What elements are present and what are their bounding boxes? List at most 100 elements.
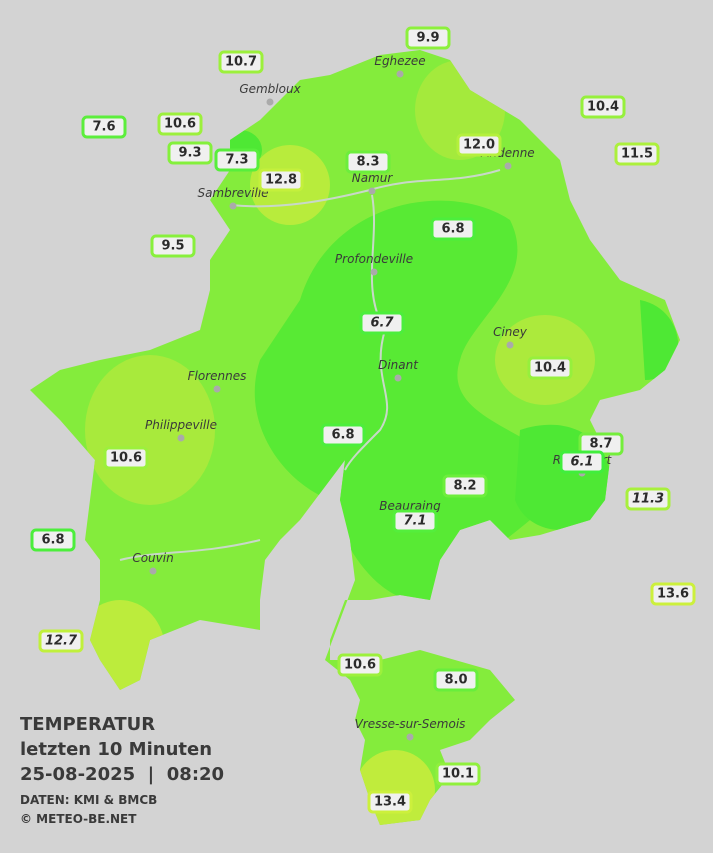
station-badge (157, 112, 203, 136)
station-value: 8.0 (444, 673, 467, 688)
legend-copyright: © METEO-BE.NET (20, 812, 137, 826)
station-value: 7.1 (403, 514, 426, 529)
station: 9.3 (167, 141, 213, 165)
station: 7.6 (81, 115, 127, 139)
station-value: 6.8 (441, 222, 464, 237)
station: 11.3 (625, 487, 671, 511)
station-badge (337, 653, 383, 677)
station-value: 6.7 (370, 316, 394, 331)
legend-title: TEMPERATUR (20, 714, 155, 735)
station-badge (405, 26, 451, 50)
station: 10.1 (435, 762, 481, 786)
station-value: 7.3 (225, 153, 248, 168)
place-dot (406, 733, 414, 741)
station-value: 12.8 (265, 173, 297, 188)
place-dot (396, 70, 404, 78)
station-value: 6.8 (41, 533, 64, 548)
station-badge (625, 487, 671, 511)
station-value: 7.6 (92, 120, 115, 135)
station-badge (103, 446, 149, 470)
station-badge (392, 509, 438, 533)
place-dot (394, 374, 402, 382)
station-badge (433, 668, 479, 692)
station-badge (614, 142, 660, 166)
station: 6.1 (559, 450, 605, 474)
station-badge (167, 141, 213, 165)
station: 8.0 (433, 668, 479, 692)
station: 6.7 (359, 311, 405, 335)
station-value: 13.4 (374, 795, 406, 810)
station-value: 10.1 (442, 767, 474, 782)
station-value: 10.6 (164, 117, 196, 132)
place-dot (149, 567, 157, 575)
station: 10.4 (580, 95, 626, 119)
place-dot (506, 341, 514, 349)
station: 10.6 (337, 653, 383, 677)
legend-source: DATEN: KMI & BMCB (20, 793, 157, 807)
station: 8.2 (442, 474, 488, 498)
station-badge (81, 115, 127, 139)
legend-period: letzten 10 Minuten (20, 739, 212, 760)
station-badge (218, 50, 264, 74)
station: 10.7 (218, 50, 264, 74)
station-value: 10.7 (225, 55, 257, 70)
place-label: Florennes (188, 369, 247, 383)
station-badge (258, 168, 304, 192)
station-badge (435, 762, 481, 786)
place-label: Profondeville (335, 252, 413, 266)
station: 10.6 (103, 446, 149, 470)
station-value: 11.3 (632, 492, 664, 507)
station-badge (359, 311, 405, 335)
station-value: 10.4 (587, 100, 619, 115)
station-value: 8.3 (356, 155, 379, 170)
station-value: 9.3 (178, 146, 201, 161)
station-value: 9.9 (416, 31, 439, 46)
place-label: Gembloux (239, 82, 301, 96)
station-value: 11.5 (621, 147, 653, 162)
place-label: Philippeville (145, 418, 217, 432)
station: 6.8 (30, 528, 76, 552)
station-value: 9.5 (161, 239, 184, 254)
place-label: Ciney (493, 325, 528, 339)
station: 8.3 (345, 150, 391, 174)
station-badge (456, 133, 502, 157)
station: 12.8 (258, 168, 304, 192)
station-badge (320, 423, 366, 447)
station-value: 6.8 (331, 428, 354, 443)
station: 13.6 (650, 582, 696, 606)
station: 6.8 (430, 217, 476, 241)
station-value: 12.0 (463, 138, 495, 153)
station-value: 10.4 (534, 361, 566, 376)
station-badge (30, 528, 76, 552)
stations: 10.7 9.9 10.4 7.6 10.6 9.3 7.3 12.8 8.3 12.0 11.5 9… (30, 26, 696, 814)
place-dot (213, 385, 221, 393)
station-value: 13.6 (657, 587, 689, 602)
place-dot (177, 434, 185, 442)
station-badge (442, 474, 488, 498)
station-badge (430, 217, 476, 241)
station-value: 10.6 (110, 451, 142, 466)
place-label: Couvin (132, 551, 173, 565)
legend-datetime: 25-08-2025 | 08:20 (20, 764, 224, 785)
station-badge (367, 790, 413, 814)
place-dot (504, 162, 512, 170)
place-label: Sambreville (197, 186, 268, 200)
place-dot (266, 98, 274, 106)
place-dot (229, 202, 237, 210)
places: EghezeeGemblouxAndenneNamurSambrevillePr… (132, 54, 613, 741)
place-label: Namur (352, 171, 394, 185)
station: 6.8 (320, 423, 366, 447)
station-badge (580, 95, 626, 119)
place-dot (370, 268, 378, 276)
station-badge (650, 582, 696, 606)
station-badge (559, 450, 605, 474)
station: 10.4 (527, 356, 573, 380)
station: 9.5 (150, 234, 196, 258)
station-value: 12.7 (45, 634, 78, 649)
station-value: 8.2 (453, 479, 476, 494)
place-label: Dinant (378, 358, 419, 372)
station: 9.9 (405, 26, 451, 50)
station: 7.1 (392, 509, 438, 533)
station-value: 8.7 (589, 437, 612, 452)
